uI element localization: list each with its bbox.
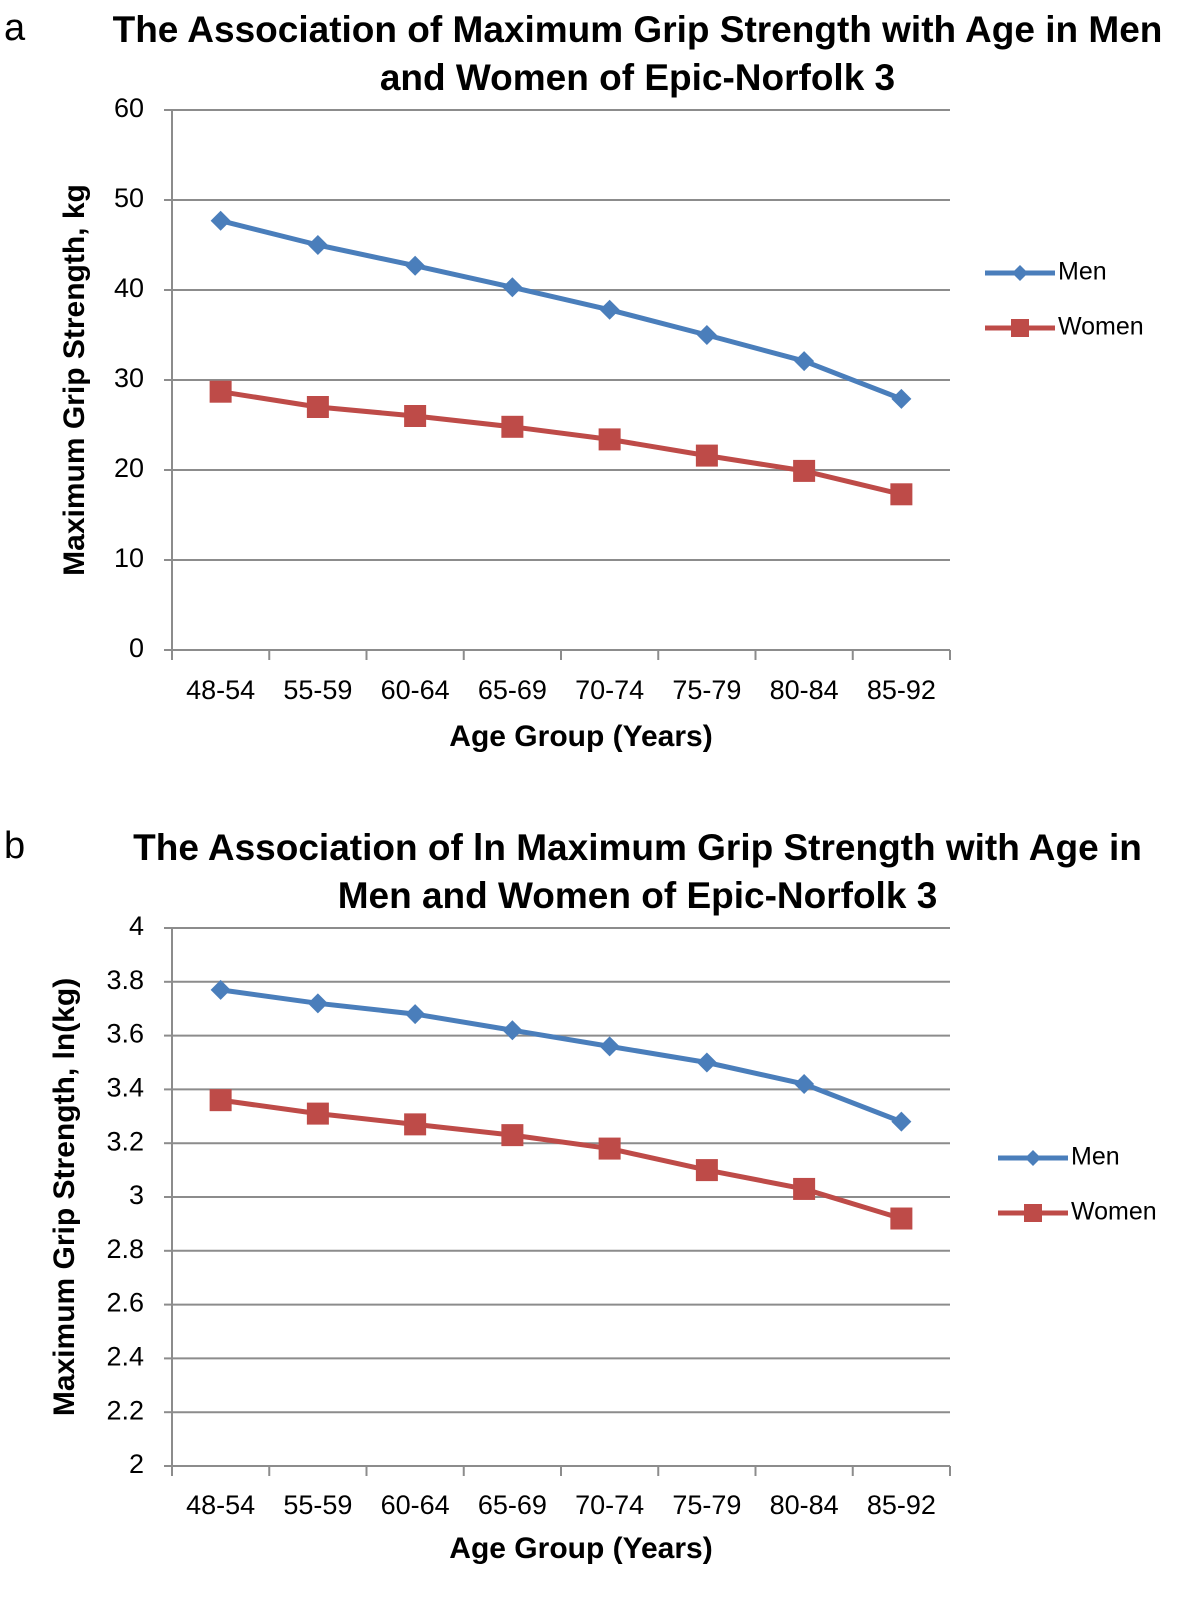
marker	[501, 1124, 524, 1147]
marker	[890, 483, 913, 506]
y-tick-label: 30	[114, 363, 144, 393]
y-tick-label: 2.4	[106, 1342, 144, 1372]
y-tick-label: 50	[114, 183, 144, 213]
y-tick-label: 4	[129, 911, 144, 941]
series-line	[220, 1097, 903, 1221]
marker	[209, 1089, 232, 1112]
y-tick-label: 3	[129, 1180, 144, 1210]
marker	[405, 1004, 426, 1025]
marker	[209, 380, 232, 403]
marker	[599, 299, 620, 320]
legend-marker	[1011, 319, 1029, 337]
x-tick-label: 65-69	[478, 1490, 547, 1520]
x-axis-title: Age Group (Years)	[449, 1532, 712, 1565]
x-tick-label: 75-79	[672, 1490, 741, 1520]
marker	[404, 1113, 427, 1136]
y-tick-label: 2	[129, 1449, 144, 1479]
legend-marker	[1025, 1150, 1041, 1166]
x-tick-label: 65-69	[478, 675, 547, 705]
legend-label: Women	[1071, 1198, 1157, 1226]
y-tick-label: 2.8	[106, 1234, 144, 1264]
series-line	[220, 389, 902, 497]
marker	[599, 1036, 620, 1057]
y-tick-label: 0	[129, 633, 144, 663]
x-tick-label: 70-74	[575, 1490, 644, 1520]
y-tick-label: 2.6	[106, 1288, 144, 1318]
y-tick-label: 10	[114, 543, 144, 573]
x-tick-label: 48-54	[186, 1490, 255, 1520]
x-tick-label: 55-59	[283, 1490, 352, 1520]
marker	[306, 1102, 329, 1125]
marker	[696, 1052, 717, 1073]
y-tick-label: 3.2	[106, 1126, 144, 1156]
marker	[794, 351, 815, 372]
y-tick-label: 3.8	[106, 965, 144, 995]
marker	[307, 235, 328, 255]
x-tick-label: 80-84	[770, 1490, 839, 1520]
y-tick-label: 3.4	[106, 1073, 144, 1103]
x-tick-label: 85-92	[867, 675, 936, 705]
plot: a 0 10 20 30 40 50 60 48-54 55-59 60-64 65-69 70-74 7…	[4, 7, 1144, 753]
x-tick-label: 60-64	[381, 675, 450, 705]
marker	[502, 277, 523, 298]
legend-label: Men	[1071, 1143, 1120, 1171]
x-tick-label: 55-59	[283, 675, 352, 705]
panel-label: a	[4, 7, 26, 49]
marker	[210, 979, 231, 1000]
marker	[404, 405, 427, 427]
marker	[793, 459, 816, 482]
marker	[405, 255, 426, 276]
x-tick-label: 70-74	[575, 675, 644, 705]
y-axis-title: Maximum Grip Strength, kg	[58, 184, 91, 576]
marker	[307, 993, 328, 1014]
x-tick-label: 60-64	[381, 1490, 450, 1520]
marker	[696, 325, 717, 345]
x-tick-label: 48-54	[186, 675, 255, 705]
marker	[210, 210, 231, 231]
x-axis-title: Age Group (Years)	[449, 720, 712, 753]
y-axis-title: Maximum Grip Strength, ln(kg)	[48, 978, 81, 1416]
panel-label: b	[4, 825, 25, 867]
series-line	[220, 987, 903, 1125]
legend-marker	[1024, 1204, 1042, 1222]
marker	[501, 415, 524, 438]
marker	[891, 388, 912, 409]
marker	[793, 1177, 816, 1200]
marker	[891, 1111, 912, 1132]
marker	[306, 396, 329, 418]
chart-title: The Association of ln Maximum Grip Stren…	[133, 827, 1142, 916]
marker	[695, 1159, 718, 1182]
marker	[695, 444, 718, 467]
x-tick-label: 85-92	[867, 1490, 936, 1520]
legend-label: Men	[1058, 258, 1107, 286]
y-tick-label: 2.2	[106, 1395, 144, 1425]
y-tick-label: 20	[114, 453, 144, 483]
legend-label: Women	[1058, 313, 1144, 341]
plot: b 2 2.2 2.4 2.6 2.8 3 3.2 3.4 3.6 3.8 4 48-54 55-59 60…	[4, 825, 1157, 1565]
y-tick-label: 40	[114, 273, 144, 303]
y-tick-label: 3.6	[106, 1019, 144, 1049]
marker	[890, 1207, 913, 1230]
legend-marker	[1012, 265, 1028, 281]
marker	[598, 1137, 621, 1160]
marker	[598, 428, 621, 451]
series-line	[220, 218, 903, 402]
marker	[502, 1020, 523, 1041]
x-tick-label: 80-84	[770, 675, 839, 705]
marker	[794, 1074, 815, 1095]
chart-title: The Association of Maximum Grip Strength…	[112, 9, 1163, 98]
y-tick-label: 60	[114, 93, 144, 123]
x-tick-label: 75-79	[672, 675, 741, 705]
